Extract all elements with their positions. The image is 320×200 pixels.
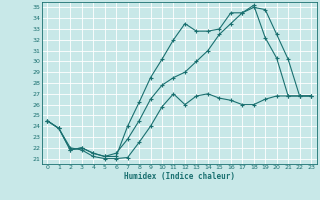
X-axis label: Humidex (Indice chaleur): Humidex (Indice chaleur) — [124, 172, 235, 181]
